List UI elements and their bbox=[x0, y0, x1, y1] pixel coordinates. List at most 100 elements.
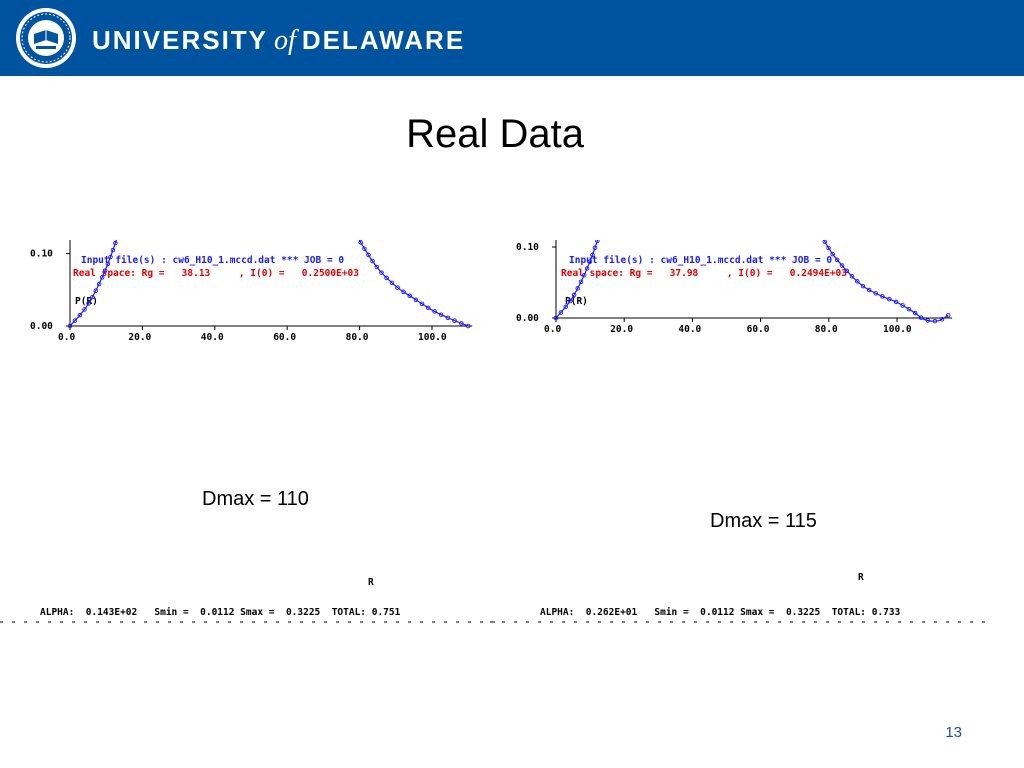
pr-data-point bbox=[86, 301, 91, 306]
pr-curve-line bbox=[555, 240, 949, 322]
pr-data-point bbox=[866, 287, 872, 293]
wordmark-university: UNIVERSITY bbox=[92, 25, 269, 55]
pr-data-point bbox=[99, 275, 105, 280]
pr-data-point bbox=[834, 257, 840, 263]
pr-curve-line bbox=[69, 240, 469, 327]
pr-data-point bbox=[374, 264, 380, 270]
pr-data-point bbox=[912, 310, 918, 316]
pr-data-point bbox=[419, 301, 425, 307]
x-tick-label: 40.0 bbox=[201, 332, 224, 343]
pr-data-point bbox=[459, 321, 464, 326]
pr-data-point bbox=[401, 289, 406, 295]
pr-data-point bbox=[563, 304, 568, 310]
pr-data-point bbox=[567, 298, 573, 304]
y-tick-label: 0.00 bbox=[516, 313, 539, 324]
pr-data-point bbox=[432, 309, 437, 314]
pr-data-point bbox=[575, 286, 580, 291]
pr-data-point bbox=[887, 296, 892, 302]
pr-data-point bbox=[558, 310, 564, 315]
pr-data-point bbox=[584, 266, 590, 271]
y-axis-label: P(R) bbox=[75, 296, 98, 307]
pr-data-point bbox=[839, 263, 845, 268]
slide-title: Real Data bbox=[406, 112, 584, 156]
y-axis-label: P(R) bbox=[565, 296, 588, 307]
pr-data-point bbox=[77, 312, 83, 318]
chart-footer-line1: ALPHA: 0.262E+01 Smin = 0.0112 Smax = 0.… bbox=[540, 607, 901, 618]
pr-data-point bbox=[362, 246, 367, 251]
x-tick-label: 100.0 bbox=[883, 324, 912, 335]
pr-data-point bbox=[413, 297, 419, 303]
y-tick-label: 0.00 bbox=[30, 321, 53, 332]
chart-header-line2: Real space: Rg = 38.13 , I(0) = 0.2500E+… bbox=[73, 268, 359, 279]
pr-data-point bbox=[110, 247, 116, 253]
x-tick-label: 60.0 bbox=[747, 324, 770, 335]
x-axis-label: R bbox=[368, 577, 374, 588]
pr-data-point bbox=[366, 252, 371, 258]
pr-chart-left: Input file(s) : cw6_H10_1.mccd.dat *** J… bbox=[0, 240, 500, 623]
x-tick-label: 20.0 bbox=[610, 324, 633, 335]
x-tick-label: 0.0 bbox=[58, 332, 75, 343]
pr-data-point bbox=[113, 240, 118, 246]
pr-data-point bbox=[925, 318, 930, 323]
pr-data-point bbox=[581, 272, 587, 278]
pr-chart-right: Input file(s) : cw6_H10_1.mccd.dat *** J… bbox=[490, 240, 990, 623]
pr-data-point bbox=[96, 281, 102, 287]
y-tick-label: 0.10 bbox=[516, 242, 539, 253]
pr-data-point bbox=[830, 251, 835, 257]
pr-data-point bbox=[873, 291, 879, 296]
chart-header-line1: Input file(s) : cw6_H10_1.mccd.dat *** J… bbox=[569, 255, 832, 266]
wordmark-delaware: DELAWARE bbox=[301, 25, 466, 55]
university-seal-icon bbox=[16, 8, 76, 68]
header-banner: UNIVERSITY of DELAWARE bbox=[0, 0, 1024, 76]
pr-data-point bbox=[384, 275, 389, 281]
university-wordmark: UNIVERSITY of DELAWARE bbox=[92, 20, 465, 60]
pr-data-point bbox=[860, 283, 866, 289]
x-tick-label: 0.0 bbox=[544, 324, 561, 335]
pr-data-point bbox=[395, 285, 400, 290]
pr-data-point bbox=[445, 315, 451, 320]
pr-data-point bbox=[67, 323, 73, 329]
pr-data-point bbox=[939, 316, 945, 322]
wordmark-of: of bbox=[274, 25, 296, 56]
pr-data-point bbox=[844, 268, 850, 274]
pr-data-point bbox=[900, 303, 905, 308]
pr-data-point bbox=[571, 292, 577, 298]
pr-data-point bbox=[553, 315, 559, 321]
pr-plot-left: Input file(s) : cw6_H10_1.mccd.dat *** J… bbox=[0, 240, 500, 625]
pr-data-point bbox=[389, 280, 395, 286]
pr-data-point bbox=[438, 312, 444, 317]
pr-data-point bbox=[379, 270, 384, 275]
pr-data-point bbox=[465, 323, 471, 329]
pr-data-point bbox=[855, 279, 860, 284]
chart-header-line1: Input file(s) : cw6_H10_1.mccd.dat *** J… bbox=[81, 255, 344, 266]
y-tick-label: 0.10 bbox=[30, 249, 53, 260]
pr-data-point bbox=[578, 279, 584, 285]
pr-data-point bbox=[906, 306, 912, 312]
x-tick-label: 80.0 bbox=[346, 332, 369, 343]
x-tick-label: 80.0 bbox=[815, 324, 838, 335]
pr-data-point bbox=[105, 261, 111, 267]
pr-data-point bbox=[90, 294, 95, 300]
x-axis-label: R bbox=[858, 572, 864, 583]
pr-data-point bbox=[590, 252, 595, 258]
x-tick-label: 20.0 bbox=[128, 332, 151, 343]
dmax-annotation-left: Dmax = 110 bbox=[202, 488, 309, 510]
pr-data-point bbox=[93, 288, 99, 293]
pr-data-point bbox=[358, 240, 363, 245]
pr-data-point bbox=[407, 293, 412, 299]
pr-data-point bbox=[72, 318, 78, 323]
pr-data-point bbox=[945, 312, 951, 318]
pr-data-point bbox=[880, 294, 885, 299]
pr-data-point bbox=[587, 259, 593, 264]
x-tick-label: 60.0 bbox=[273, 332, 296, 343]
x-tick-label: 40.0 bbox=[678, 324, 701, 335]
pr-data-point bbox=[595, 240, 600, 244]
pr-data-point bbox=[425, 305, 431, 311]
x-tick-label: 100.0 bbox=[418, 332, 447, 343]
chart-header-line2: Real space: Rg = 37.98 , I(0) = 0.2494E+… bbox=[561, 268, 847, 279]
chart-footer-line1: ALPHA: 0.143E+02 Smin = 0.0112 Smax = 0.… bbox=[40, 607, 401, 618]
pr-plot-right: Input file(s) : cw6_H10_1.mccd.dat *** J… bbox=[490, 240, 990, 625]
page-number: 13 bbox=[945, 724, 962, 741]
pr-data-point bbox=[592, 245, 598, 251]
pr-data-point bbox=[932, 318, 938, 324]
